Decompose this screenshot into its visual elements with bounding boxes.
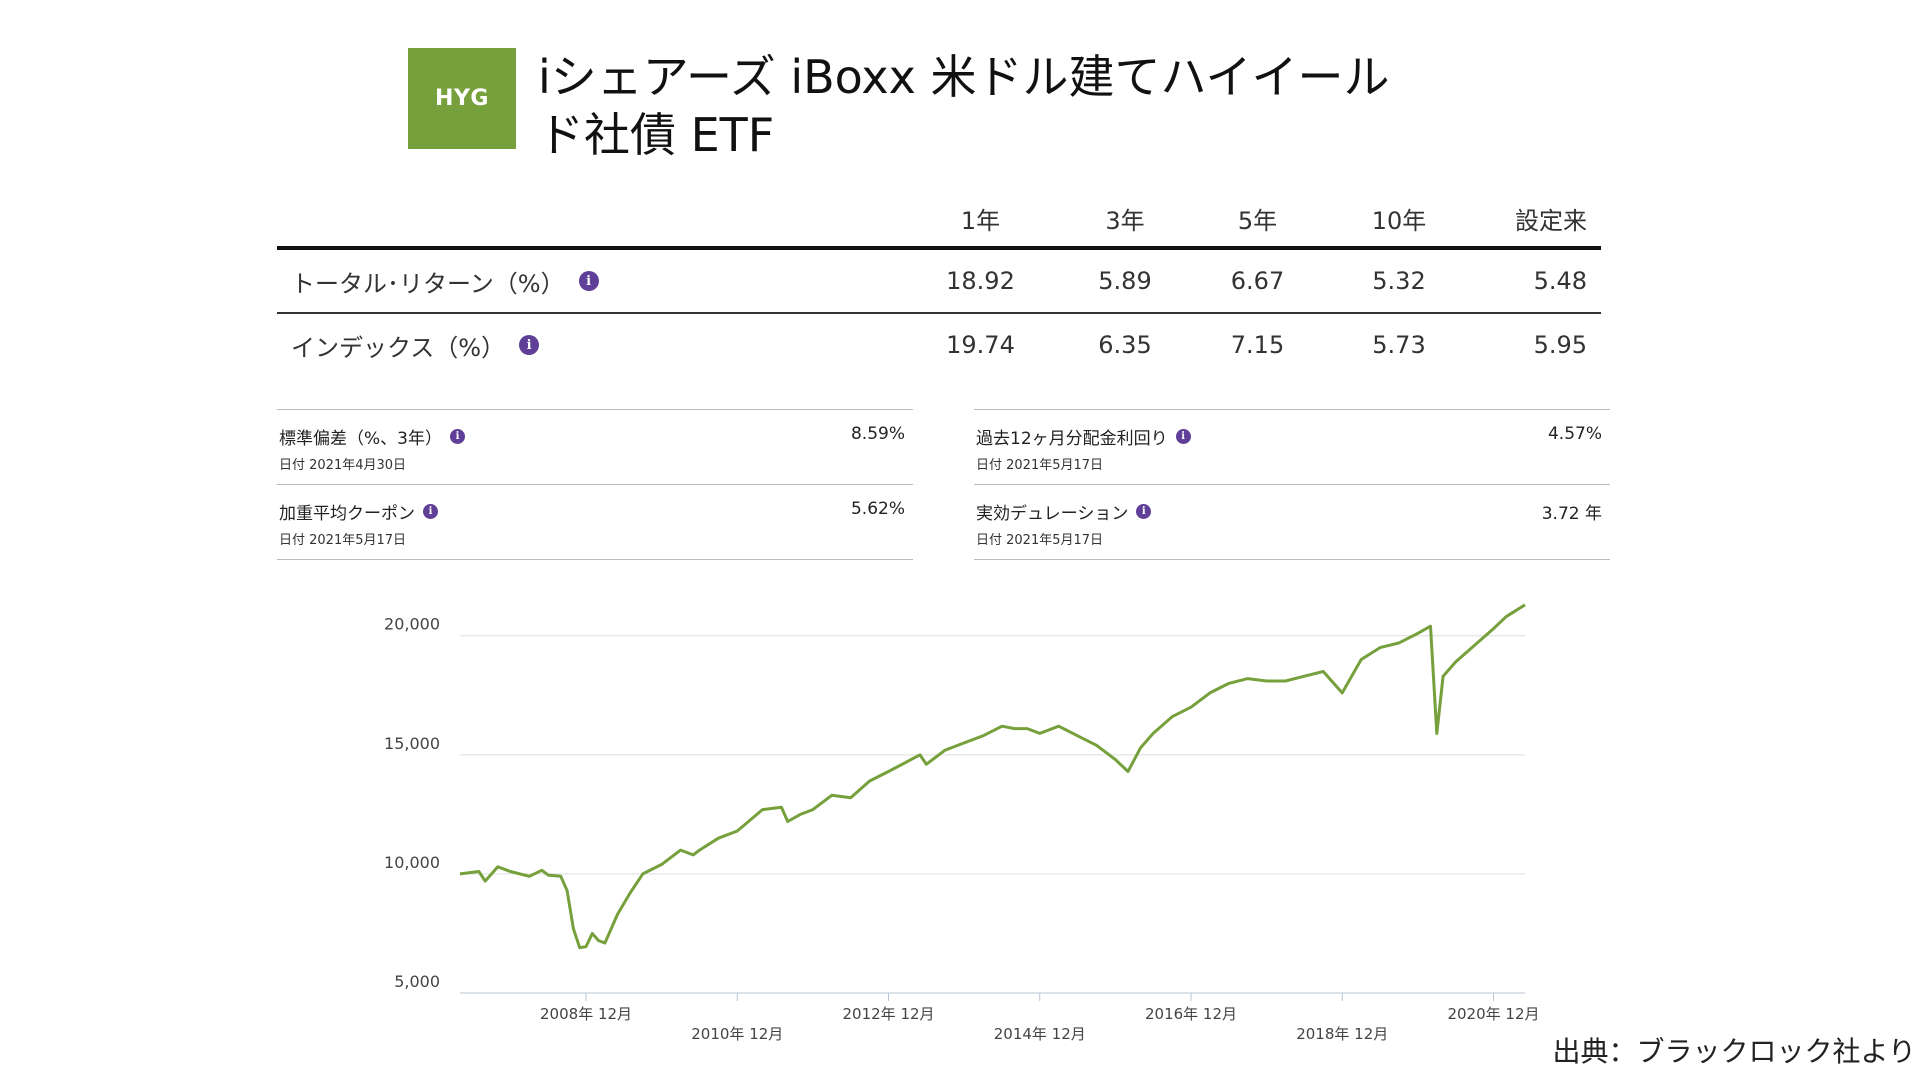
stat-date: 日付 2021年5月17日 [976, 533, 1104, 548]
stat-std-dev: 標準偏差（%、3年） i 日付 2021年4月30日 8.59% [277, 409, 913, 484]
x-tick-label: 2012年 12月 [843, 1005, 935, 1023]
ticker-label: HYG [435, 86, 489, 111]
table-cell: 6.35 [1098, 331, 1152, 359]
stat-value: 8.59% [850, 424, 905, 444]
row-label-index: インデックス（%） [291, 333, 506, 362]
y-tick-label: 15,000 [384, 734, 440, 753]
header-3y: 3年 [1105, 206, 1145, 235]
x-tick-label: 2008年 12月 [540, 1005, 632, 1023]
stat-date: 日付 2021年5月17日 [279, 533, 407, 548]
header-1y: 1年 [960, 206, 1001, 235]
info-icon[interactable]: i [423, 504, 438, 519]
stats-right: 過去12ヶ月分配金利回り i 日付 2021年5月17日 4.57% 実効デュレー… [974, 409, 1610, 560]
info-icon[interactable]: i [1136, 504, 1152, 519]
table-cell: 5.95 [1533, 331, 1587, 359]
stat-date: 日付 2021年4月30日 [279, 458, 407, 473]
y-tick-label: 20,000 [384, 615, 440, 634]
header-since-inception: 設定来 [1515, 206, 1587, 235]
source-note: 出典：ブラックロック社より [1552, 1035, 1916, 1068]
x-tick-label: 2010年 12月 [691, 1025, 783, 1043]
table-cell: 5.32 [1372, 267, 1426, 295]
table-cell: 5.73 [1372, 331, 1426, 359]
stat-value: 4.57% [1547, 424, 1602, 444]
x-tick-label: 2016年 12月 [1145, 1005, 1237, 1023]
x-tick-label: 2014年 12月 [994, 1025, 1086, 1043]
stat-distribution-yield: 過去12ヶ月分配金利回り i 日付 2021年5月17日 4.57% [974, 409, 1610, 484]
table-cell: 7.15 [1230, 331, 1285, 359]
stats-left: 標準偏差（%、3年） i 日付 2021年4月30日 8.59% 加重平均クーポン… [277, 409, 913, 560]
info-icon[interactable]: i [449, 429, 465, 444]
stat-effective-duration: 実効デュレーション i 日付 2021年5月17日 3.72 年 [974, 484, 1610, 560]
stat-value: 3.72 年 [1541, 504, 1602, 524]
info-icon[interactable]: i [519, 335, 540, 355]
table-cell: 6.67 [1230, 267, 1285, 295]
info-icon[interactable]: i [578, 271, 599, 291]
fund-logo-badge: HYG [408, 48, 516, 149]
growth-line-chart: 5,000 10,000 15,000 20,000 2008年 12月 2010年 12… [384, 603, 1540, 1043]
performance-header-row: 1年 3年 5年 10年 設定来 [277, 190, 1601, 250]
stat-weighted-coupon: 加重平均クーポン i 日付 2021年5月17日 5.62% [277, 484, 913, 560]
stat-date: 日付 2021年5月17日 [976, 458, 1104, 473]
table-cell: 5.48 [1533, 267, 1587, 295]
row-label-total-return: トータル･リターン（%） [291, 269, 565, 298]
y-tick-label: 5,000 [394, 972, 440, 991]
stat-label: 過去12ヶ月分配金利回り [976, 429, 1168, 449]
x-tick-label: 2020年 12月 [1447, 1005, 1539, 1023]
table-cell: 19.74 [946, 331, 1015, 359]
stat-label: 加重平均クーポン [279, 504, 415, 524]
stat-value: 5.62% [850, 499, 905, 519]
stat-label: 実効デュレーション [976, 504, 1129, 524]
y-tick-label: 10,000 [384, 853, 440, 872]
stat-label: 標準偏差（%、3年） [279, 429, 442, 449]
table-cell: 5.89 [1098, 267, 1152, 295]
header-5y: 5年 [1237, 206, 1278, 235]
performance-table: 1年 3年 5年 10年 設定来 トータル･リターン（%） i 18.92 5.… [277, 190, 1601, 376]
table-row: インデックス（%） i 19.74 6.35 7.15 5.73 5.95 [277, 314, 1601, 376]
series-line [459, 603, 1526, 950]
x-tick-label: 2018年 12月 [1296, 1025, 1388, 1043]
info-icon[interactable]: i [1175, 429, 1191, 444]
table-cell: 18.92 [946, 267, 1015, 295]
header-10y: 10年 [1371, 206, 1427, 235]
table-row: トータル･リターン（%） i 18.92 5.89 6.67 5.32 5.48 [277, 250, 1601, 314]
fund-title: iシェアーズ iBoxx 米ドル建てハイイールド社債 ETF [538, 50, 1390, 162]
